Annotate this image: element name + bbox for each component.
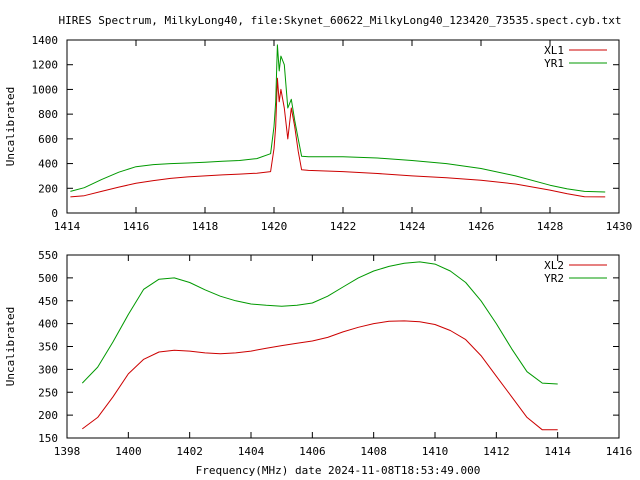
legend-label-xl2: XL2 [544, 259, 564, 272]
y-tick-label: 1200 [32, 59, 59, 72]
y-tick-label: 550 [38, 249, 58, 262]
x-tick-label: 1408 [360, 445, 387, 458]
x-tick-label: 1400 [115, 445, 142, 458]
y-tick-label: 1000 [32, 83, 59, 96]
x-tick-label: 1430 [606, 220, 633, 233]
y-tick-label: 450 [38, 295, 58, 308]
plot-frame [66, 254, 620, 439]
series-line-yr2 [81, 261, 558, 385]
x-tick-label: 1404 [238, 445, 265, 458]
chart-title: HIRES Spectrum, MilkyLong40, file:Skynet… [59, 14, 622, 27]
y-axis-label: Uncalibrated [4, 307, 17, 386]
series-line-xl2 [82, 320, 558, 431]
y-tick-label: 250 [38, 386, 58, 399]
x-tick-label: 1410 [422, 445, 449, 458]
x-tick-label: 1398 [54, 445, 81, 458]
plot-frame [66, 39, 620, 214]
x-tick-label: 1418 [192, 220, 219, 233]
x-tick-label: 1428 [537, 220, 564, 233]
x-tick-label: 1412 [483, 445, 510, 458]
x-tick-label: 1414 [54, 220, 81, 233]
y-tick-label: 150 [38, 432, 58, 445]
y-tick-label: 400 [38, 158, 58, 171]
x-axis-label: Frequency(MHz) date 2024-11-08T18:53:49.… [196, 464, 481, 477]
y-tick-label: 200 [38, 182, 58, 195]
x-tick-label: 1416 [606, 445, 633, 458]
y-tick-label: 400 [38, 318, 58, 331]
legend-label-yr1: YR1 [544, 57, 564, 70]
y-tick-label: 500 [38, 272, 58, 285]
y-tick-label: 600 [38, 133, 58, 146]
x-tick-label: 1414 [544, 445, 571, 458]
y-tick-label: 350 [38, 341, 58, 354]
x-tick-label: 1420 [261, 220, 288, 233]
x-tick-label: 1416 [123, 220, 150, 233]
series-line-xl1 [70, 77, 606, 198]
chart-panel-2: 1398 1400 1402 1404 1406 1408 1410 1412 1414 1416… [4, 249, 632, 458]
series-line-yr1 [70, 44, 606, 193]
x-tick-label: 1424 [399, 220, 426, 233]
x-tick-label: 1406 [299, 445, 326, 458]
y-tick-label: 1400 [32, 34, 59, 47]
y-tick-label: 200 [38, 409, 58, 422]
legend-label-xl1: XL1 [544, 44, 564, 57]
y-axis-label: Uncalibrated [4, 87, 17, 166]
x-tick-label: 1422 [330, 220, 357, 233]
chart-panel-1: 1414 1416 1418 1420 1422 1424 1426 1428 1430 0 200… [4, 34, 632, 233]
y-tick-label: 0 [51, 207, 58, 220]
legend-label-yr2: YR2 [544, 272, 564, 285]
y-tick-label: 300 [38, 363, 58, 376]
y-tick-label: 800 [38, 108, 58, 121]
x-tick-label: 1402 [176, 445, 203, 458]
plot-area: 1414 1416 1418 1420 1422 1424 1426 1428 1430 0 200… [4, 34, 632, 458]
x-tick-label: 1426 [468, 220, 495, 233]
